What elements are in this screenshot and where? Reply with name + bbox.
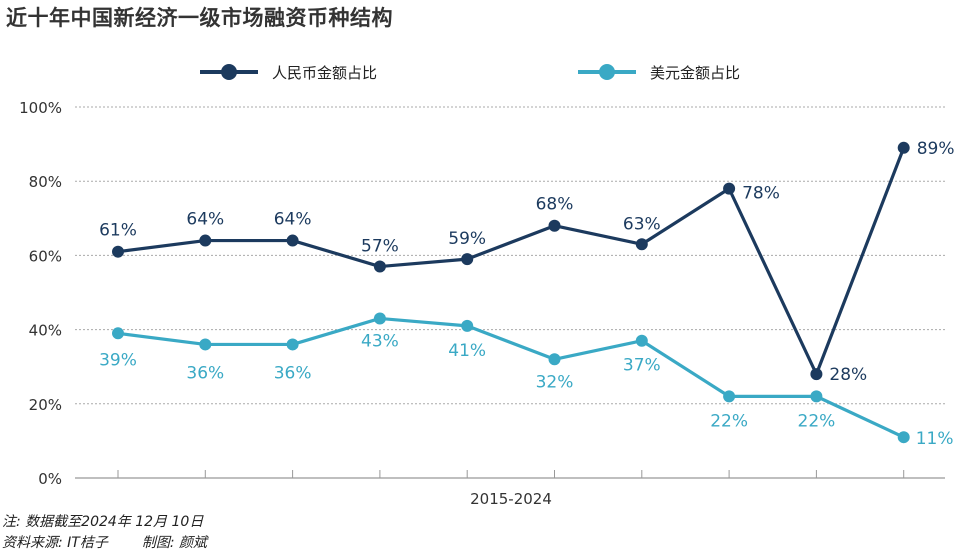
rmb-data-point: [723, 182, 736, 195]
data-labels: 61% 64% 64% 57% 59% 68% 63% 78% 28% 89% 39% 36% 36% 4…: [99, 139, 954, 449]
usd-series-line: [116, 316, 906, 439]
source-line: 资料来源: IT桔子 制图: 颜斌: [2, 533, 207, 554]
rmb-data-label: 64%: [186, 210, 224, 230]
usd-data-point: [199, 338, 212, 351]
rmb-data-label: 63%: [623, 214, 661, 234]
rmb-data-label: 57%: [361, 237, 399, 257]
note-line: 注: 数据截至2024年 12月 10日: [2, 514, 204, 530]
rmb-data-point: [199, 234, 212, 247]
usd-data-point: [548, 353, 561, 366]
x-axis-label: 2015-2024: [470, 490, 552, 508]
series-layer: [112, 141, 910, 444]
usd-data-point: [635, 334, 648, 347]
rmb-data-point: [286, 234, 299, 247]
usd-data-point: [461, 319, 474, 332]
usd-data-point: [112, 327, 124, 340]
y-tick-label: 40%: [29, 322, 62, 340]
usd-data-label: 43%: [361, 331, 399, 351]
rmb-data-label: 61%: [99, 221, 137, 241]
legend-item: 美元金额占比: [578, 64, 740, 82]
y-tick-label: 60%: [29, 247, 62, 265]
rmb-data-label: 59%: [448, 229, 486, 249]
usd-data-label: 22%: [798, 411, 836, 431]
legend-swatch-marker: [221, 64, 237, 80]
usd-data-label: 36%: [186, 363, 224, 383]
usd-data-label: 11%: [916, 429, 954, 449]
legend-label: 美元金额占比: [650, 64, 740, 82]
notes: 注: 数据截至2024年 12月 10日 资料来源: IT桔子 制图: 颜斌: [2, 512, 207, 554]
usd-data-point: [373, 312, 386, 325]
y-tick-labels: 0% 20% 40% 60% 80% 100%: [19, 99, 62, 488]
y-tick-label: 0%: [38, 470, 62, 488]
legend: 人民币金额占比 美元金额占比: [200, 64, 740, 82]
rmb-data-point: [635, 238, 648, 251]
usd-data-label: 39%: [99, 350, 137, 370]
rmb-data-point: [897, 141, 910, 154]
usd-data-point: [897, 431, 910, 444]
usd-data-label: 41%: [448, 341, 486, 361]
usd-data-point: [723, 390, 736, 403]
y-tick-label: 80%: [29, 173, 62, 191]
usd-data-label: 36%: [274, 363, 312, 383]
rmb-data-point: [810, 368, 823, 381]
x-tick-marks: [117, 470, 905, 478]
rmb-data-point: [548, 219, 561, 232]
usd-data-label: 22%: [710, 411, 748, 431]
rmb-data-label: 28%: [829, 365, 867, 385]
rmb-data-label: 64%: [274, 210, 312, 230]
legend-item: 人民币金额占比: [200, 64, 377, 82]
legend-label: 人民币金额占比: [272, 64, 377, 82]
rmb-series-line: [116, 146, 906, 376]
usd-data-label: 32%: [536, 372, 574, 392]
grid-layer: [75, 106, 945, 479]
credit-text: 制图: 颜斌: [141, 535, 208, 551]
rmb-data-point: [112, 245, 124, 258]
legend-swatch-marker: [599, 64, 615, 80]
usd-data-point: [286, 338, 299, 351]
usd-data-label: 37%: [623, 356, 661, 376]
chart-title: 近十年中国新经济一级市场融资币种结构: [6, 6, 393, 30]
usd-data-point: [810, 390, 823, 403]
rmb-data-label: 78%: [742, 184, 780, 204]
y-tick-label: 20%: [29, 396, 62, 414]
y-tick-label: 100%: [19, 99, 62, 117]
rmb-data-label: 68%: [536, 195, 574, 215]
rmb-data-point: [461, 253, 474, 266]
rmb-data-label: 89%: [917, 139, 955, 159]
source-text: 资料来源: IT桔子: [2, 535, 108, 551]
rmb-data-point: [373, 260, 386, 273]
